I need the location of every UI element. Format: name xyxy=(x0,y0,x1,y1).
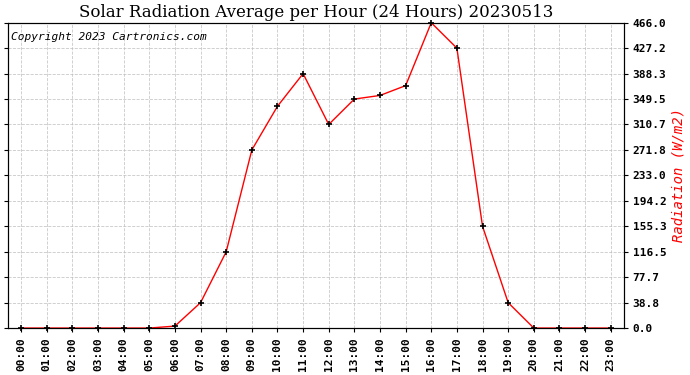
Title: Solar Radiation Average per Hour (24 Hours) 20230513: Solar Radiation Average per Hour (24 Hou… xyxy=(79,4,553,21)
Text: Copyright 2023 Cartronics.com: Copyright 2023 Cartronics.com xyxy=(12,32,207,42)
Y-axis label: Radiation (W/m2): Radiation (W/m2) xyxy=(672,108,686,242)
